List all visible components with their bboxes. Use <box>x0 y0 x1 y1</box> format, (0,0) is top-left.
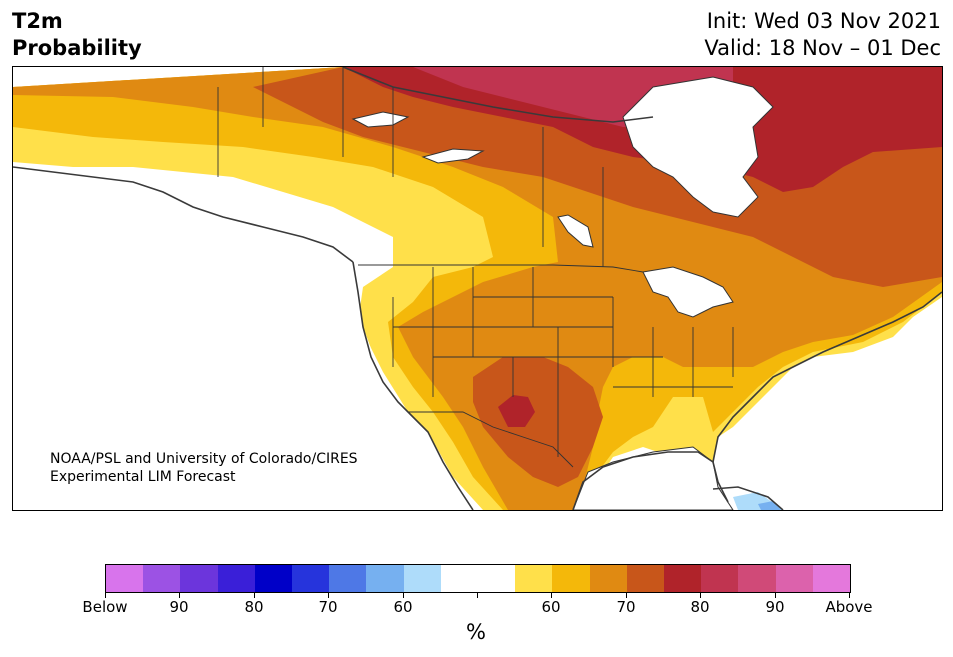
colorbar-segment-1 <box>143 565 181 592</box>
colorbar-segment-14 <box>626 565 665 592</box>
contour-75-80-south <box>498 395 535 427</box>
colorbar-tick-label: Above <box>825 598 873 616</box>
coastlines <box>13 67 942 510</box>
great-bear-lake <box>421 148 485 164</box>
credit-line-2: Experimental LIM Forecast <box>50 469 236 485</box>
colorbar-tick <box>328 592 329 598</box>
colorbar-tick-label: 80 <box>690 598 710 616</box>
political-boundaries <box>217 67 734 468</box>
colorbar-tick-label: 70 <box>318 598 338 616</box>
cuba-coast <box>712 486 784 510</box>
colorbar-tick-label: 70 <box>616 598 636 616</box>
colorbar-segment-13 <box>589 565 627 592</box>
init-date: Init: Wed 03 Nov 2021 <box>706 9 941 33</box>
water-bodies <box>13 76 774 510</box>
great-lakes <box>642 266 734 318</box>
colorbar-segment-2 <box>180 565 218 592</box>
colorbar-segment-6 <box>329 565 367 592</box>
colorbar-tick <box>105 592 106 598</box>
colorbar-segment-7 <box>366 565 404 592</box>
colorbar-tick-label: 60 <box>393 598 413 616</box>
arctic-coast <box>342 67 654 123</box>
east-coast <box>712 291 942 463</box>
colorbar-tick-label: 90 <box>169 598 189 616</box>
colorbar-tick <box>477 592 478 598</box>
map-canvas <box>13 67 942 510</box>
map-credit: NOAA/PSL and University of Colorado/CIRE… <box>50 450 358 486</box>
colorbar <box>105 564 851 593</box>
hudson-bay <box>622 76 774 218</box>
colorbar-segment-10 <box>478 565 516 592</box>
colorbar-segment-4 <box>254 565 293 592</box>
valid-period: Valid: 18 Nov – 01 Dec <box>704 36 941 60</box>
title-metric: Probability <box>12 36 142 60</box>
gulf-of-mexico <box>572 446 734 510</box>
colorbar-segment-11 <box>515 565 553 592</box>
great-slave-lake <box>351 111 410 128</box>
colorbar-segment-3 <box>217 565 255 592</box>
province-lines <box>262 67 604 267</box>
credit-line-1: NOAA/PSL and University of Colorado/CIRE… <box>50 451 358 467</box>
colorbar-segment-19 <box>812 565 851 592</box>
colorbar-tick <box>849 592 850 598</box>
colorbar-tick <box>403 592 404 598</box>
colorbar-segment-15 <box>664 565 702 592</box>
colorbar-tick-label: 90 <box>765 598 785 616</box>
colorbar-tick <box>254 592 255 598</box>
probability-map <box>12 66 943 511</box>
gulf-coast <box>572 451 729 510</box>
colorbar-segment-16 <box>701 565 739 592</box>
colorbar-tick-label: 60 <box>541 598 561 616</box>
west-coast <box>352 261 474 510</box>
colorbar-segment-12 <box>552 565 590 592</box>
colorbar-segment-0 <box>106 565 144 592</box>
map-title: T2m Probability <box>12 8 142 62</box>
state-lines <box>392 267 734 457</box>
colorbar-tick <box>626 592 627 598</box>
colorbar-tick-label: Below <box>82 598 128 616</box>
colorbar-tick <box>179 592 180 598</box>
colorbar-tick <box>551 592 552 598</box>
contour-below-60-65 <box>758 501 781 510</box>
colorbar-segment-8 <box>403 565 441 592</box>
lake-winnipeg <box>557 214 594 248</box>
colorbar-segment-18 <box>775 565 813 592</box>
contour-70-75-south <box>473 357 603 487</box>
colorbar-segment-5 <box>292 565 330 592</box>
colorbar-unit: % <box>466 620 486 644</box>
colorbar-tick <box>775 592 776 598</box>
colorbar-segment-9 <box>440 565 479 592</box>
colorbar-segment-17 <box>738 565 776 592</box>
forecast-dates: Init: Wed 03 Nov 2021 Valid: 18 Nov – 01… <box>704 8 941 62</box>
title-variable: T2m <box>12 9 63 33</box>
colorbar-tick <box>700 592 701 598</box>
pacific-ocean <box>13 167 463 510</box>
alaska-coast <box>13 166 354 263</box>
us-canada-border <box>358 264 644 273</box>
mexico-border <box>408 411 574 468</box>
colorbar-tick-label: 80 <box>244 598 264 616</box>
